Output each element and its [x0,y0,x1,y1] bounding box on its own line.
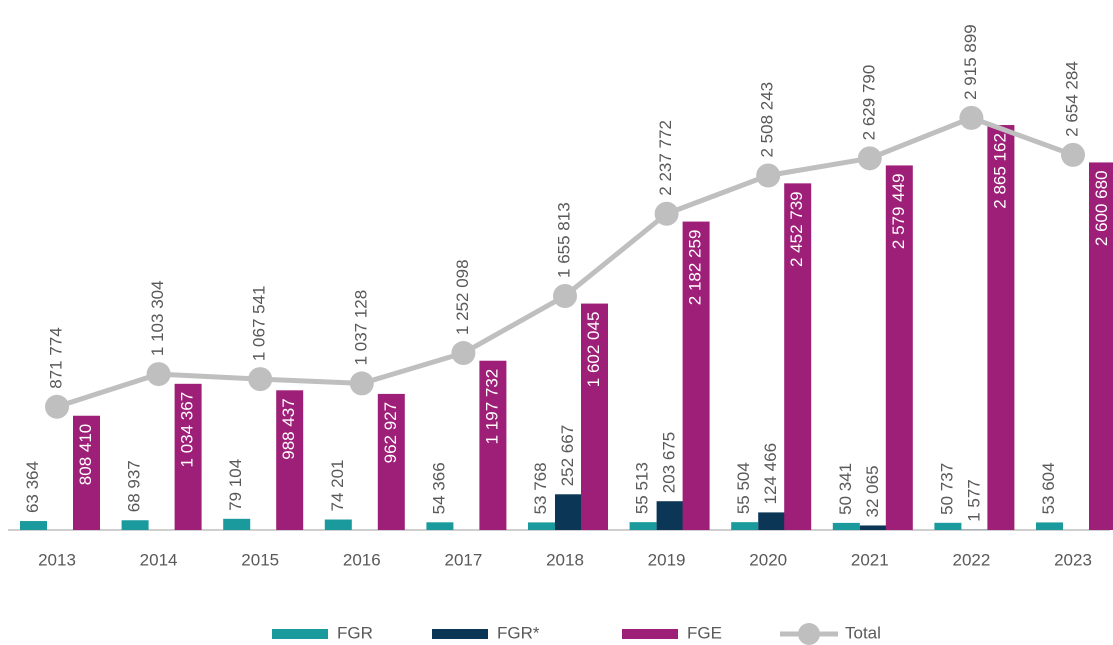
bar [656,501,684,530]
data-label: 962 927 [381,402,400,463]
data-label: 2 865 162 [990,133,1009,209]
legend-swatch [798,623,820,645]
marker [45,394,69,419]
bar [73,415,100,530]
x-tick-label: 2023 [1054,550,1092,569]
data-label: 63 364 [23,461,42,513]
legend-swatch [432,629,488,639]
bar [987,125,1015,531]
data-label: 2 237 772 [656,120,675,196]
bar [682,221,710,530]
bar [885,165,913,531]
data-label: 2 182 259 [686,230,705,306]
legend-swatch [622,629,678,639]
marker [349,371,374,396]
marker [1061,142,1085,167]
legend-label: FGR* [497,623,540,642]
marker [654,201,679,226]
marker [248,367,273,392]
data-label: 53 768 [531,462,550,514]
x-tick-label: 2019 [648,550,686,569]
bar [121,520,149,530]
bar [174,383,202,530]
bar [276,390,304,530]
bar [426,522,454,530]
x-tick-label: 2021 [851,550,889,569]
data-label: 1 577 [964,479,983,522]
data-label: 2 629 790 [859,65,878,141]
data-label: 2 600 680 [1092,170,1111,246]
bar [934,522,962,530]
bar [1089,162,1113,530]
x-tick-label: 2022 [952,550,990,569]
data-label: 2 915 899 [961,24,980,100]
marker [451,341,476,366]
marker [553,283,577,308]
bar [555,494,582,530]
marker [959,105,984,130]
bar [629,522,657,530]
marker [857,146,882,171]
data-label: 1 037 128 [351,290,370,366]
x-tick-label: 2013 [38,550,76,569]
bar [377,393,405,530]
data-label: 871 774 [46,327,65,388]
bar [1036,522,1063,530]
data-label: 988 437 [279,398,298,459]
legend-label: FGR [337,623,373,642]
data-label: 54 366 [429,462,448,514]
data-label: 1 034 367 [178,392,197,468]
data-label: 55 504 [734,462,753,514]
data-label: 1 602 045 [584,312,603,388]
data-label: 2 654 284 [1062,61,1081,137]
x-tick-label: 2015 [241,550,279,569]
data-label: 55 513 [633,462,652,514]
data-label: 50 737 [937,463,956,515]
x-tick-label: 2018 [546,550,584,569]
bar [324,519,352,530]
bar [784,183,812,530]
data-label: 79 104 [226,459,245,511]
x-tick-label: 2014 [140,550,178,569]
marker [756,163,781,188]
x-tick-label: 2016 [343,550,381,569]
bar [859,525,887,530]
data-label: 32 065 [863,465,882,517]
legend-label: Total [845,623,881,642]
legend-label: FGE [687,623,722,642]
data-label: 74 201 [328,460,347,512]
data-label: 2 508 243 [758,82,777,158]
data-label: 1 655 813 [554,202,573,278]
data-label: 1 067 541 [250,285,269,361]
bar [528,522,555,530]
data-label: 68 937 [125,460,144,512]
bar [223,518,251,530]
data-label: 53 604 [1039,462,1058,514]
bar [731,522,759,530]
data-label: 1 197 732 [482,369,501,445]
data-label: 203 675 [660,432,679,493]
data-label: 2 579 449 [889,173,908,249]
bar [479,360,507,530]
data-label: 124 466 [761,443,780,504]
data-label: 2 452 739 [787,191,806,267]
data-label: 808 410 [76,424,95,485]
data-label: 50 341 [836,463,855,515]
bar [20,521,47,530]
legend-swatch [272,629,328,639]
data-label: 1 252 098 [453,259,472,335]
bar [832,522,860,530]
data-label: 252 667 [558,425,577,486]
data-label: 1 103 304 [148,280,167,356]
x-tick-label: 2017 [444,550,482,569]
x-tick-label: 2020 [749,550,787,569]
bar [758,512,786,530]
marker [146,362,171,387]
bar [581,303,608,530]
